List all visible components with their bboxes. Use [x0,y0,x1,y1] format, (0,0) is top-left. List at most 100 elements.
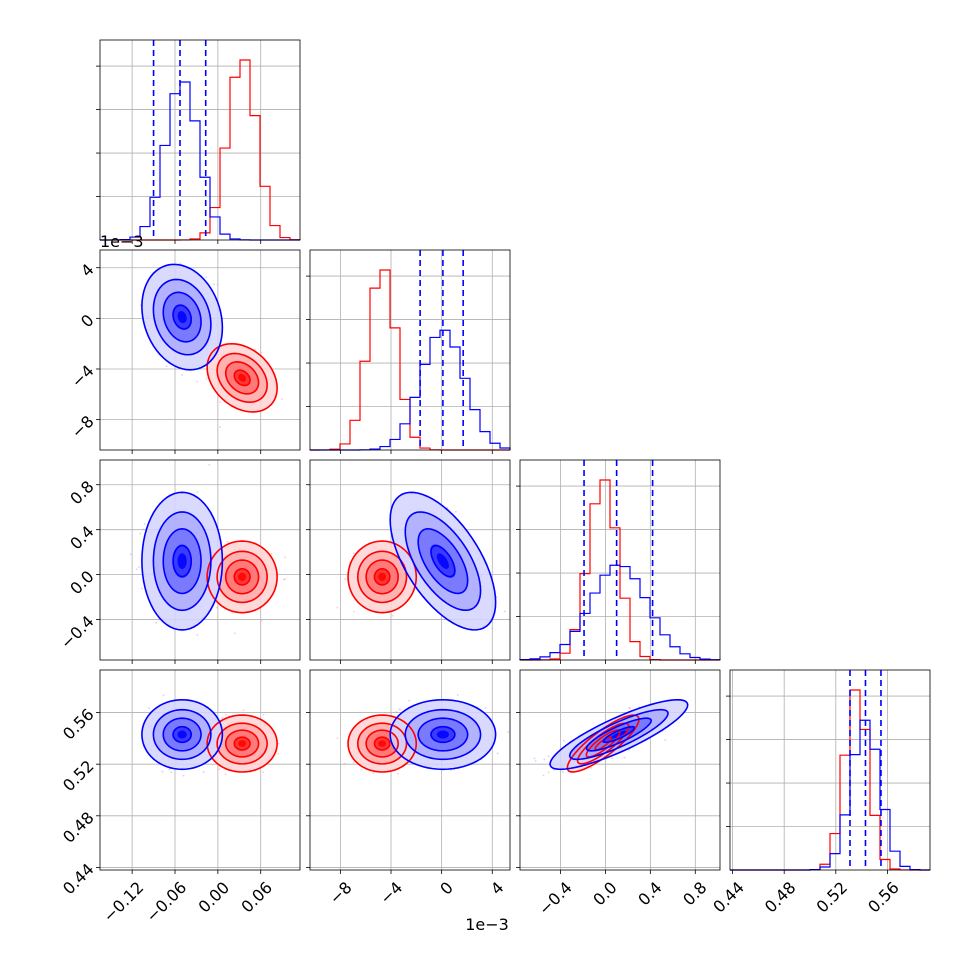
contour-line [602,725,636,744]
contour-line [373,736,391,751]
contour-line [389,491,497,631]
panel-frame [99,249,301,451]
contour-line [430,544,456,578]
x-tick-label: −4 [376,878,406,908]
panel-frame [309,249,511,451]
contour-line [162,717,202,752]
histogram-series [730,689,930,871]
contour-line [206,342,278,413]
panel-frame [99,669,301,871]
contour-line [365,559,399,595]
offset-text-x-param2: 1e−3 [465,915,509,934]
panel-frame [309,459,511,661]
contour-line [430,725,456,744]
density-region [378,740,387,747]
contour-line [206,714,278,773]
y-tick-label: −4 [68,361,98,391]
x-tick-label: 0 [436,878,457,899]
density-region [177,730,187,739]
x-tick-label: −0.4 [535,878,576,919]
contour-line [404,708,482,761]
contour-line [549,698,689,771]
y-tick-label: 0.56 [59,705,98,744]
density-region [238,572,247,581]
x-tick-label: 0.0 [589,878,620,909]
y-tick-label: 0.0 [66,567,97,598]
panel-frame [309,669,511,871]
density-region [436,553,449,569]
contour-line [224,361,260,395]
panel-frame [99,39,301,241]
x-tick-label: 0.48 [761,878,800,917]
x-tick-label: 0.52 [812,878,851,917]
contour-line [356,722,408,765]
contour-line [233,369,251,387]
y-tick-label: 0.48 [59,808,98,847]
contour-line [568,708,669,761]
contour-line [172,304,192,330]
y-tick-label: 0.52 [59,756,98,795]
contour-line [373,568,391,586]
panel-frame [99,459,301,661]
density-region [238,740,247,747]
contour-line [162,528,202,595]
contour-line [172,544,192,578]
contour-line [216,722,268,765]
contour-line [216,550,268,604]
x-tick-label: 0.44 [709,878,748,917]
contour-line [216,352,268,404]
contour-line [233,736,251,751]
contour-line [356,550,408,604]
contour-line [152,708,212,761]
x-tick-label: 0.8 [679,878,710,909]
contour-line [141,263,224,371]
panel-frame [519,669,721,871]
contour-line [172,725,192,744]
contour-line [224,559,260,595]
y-tick-label: 0.44 [59,860,98,899]
density-region [177,553,187,569]
panel-frame [729,669,931,871]
density-region [177,311,187,324]
contour-line [233,568,251,586]
contour-line [152,278,212,356]
contour-line [417,528,469,595]
x-tick-label: −0.06 [142,878,190,926]
contour-line [152,511,212,612]
y-tick-label: −0.4 [57,612,98,653]
x-tick-label: −0.12 [99,878,147,926]
x-tick-label: 0.00 [195,878,234,917]
contour-line [404,511,482,612]
histogram-series [520,479,720,661]
y-tick-label: 4 [77,260,98,281]
contour-line [417,717,469,752]
histogram-series [519,564,721,661]
contour-line [389,698,497,771]
contour-line [585,717,652,752]
y-tick-label: 0.4 [66,522,97,553]
density-region [378,572,387,581]
contour-line [206,540,278,614]
offset-text-y-param2: 1e−3 [100,232,144,251]
panel-frame [519,459,721,661]
contour-line [594,736,612,751]
x-tick-label: 0.56 [864,878,903,917]
x-tick-label: 4 [487,878,508,899]
x-tick-label: 0.06 [237,878,276,917]
contour-line [347,540,418,614]
contour-line [585,729,621,758]
y-tick-label: 0.8 [66,477,97,508]
contour-line [162,291,202,343]
density-region [436,730,449,739]
contour-line [566,714,640,773]
density-region [238,373,247,382]
y-tick-label: −8 [68,412,98,442]
contour-line [224,729,260,758]
y-tick-label: 0 [77,311,98,332]
x-tick-label: 0.4 [634,878,665,909]
contour-line [347,714,418,773]
x-tick-label: −8 [326,878,356,908]
contour-line [141,698,224,771]
contour-line [141,491,224,631]
